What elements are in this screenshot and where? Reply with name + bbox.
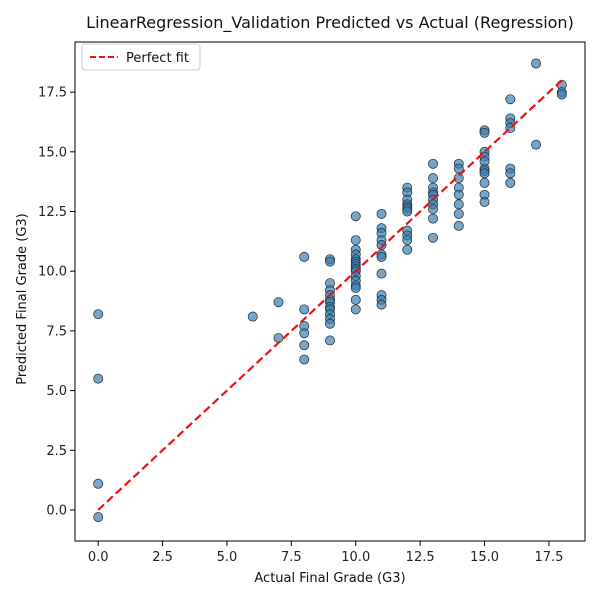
data-point — [505, 94, 516, 105]
chart-title: LinearRegression_Validation Predicted vs… — [86, 13, 574, 33]
data-point — [273, 297, 284, 308]
data-point — [93, 512, 104, 523]
data-point — [531, 139, 542, 150]
data-point — [402, 235, 413, 246]
data-point — [325, 318, 335, 329]
x-tick-label: 15.0 — [470, 550, 499, 565]
data-point — [299, 328, 310, 339]
x-tick-label: 10.0 — [341, 550, 370, 565]
x-tick-label: 2.5 — [152, 550, 173, 565]
plot-frame — [74, 41, 586, 542]
data-point — [453, 199, 464, 210]
data-point — [453, 220, 464, 231]
y-tick-label: 15.0 — [38, 145, 67, 160]
data-point — [93, 373, 104, 384]
data-point — [428, 232, 438, 243]
data-point — [350, 235, 361, 246]
data-point — [505, 177, 516, 188]
x-tick-label: 7.5 — [281, 550, 302, 565]
data-point — [247, 311, 258, 322]
x-tick-label: 17.5 — [534, 550, 563, 565]
data-point — [479, 168, 490, 179]
y-tick-label: 2.5 — [46, 444, 67, 459]
data-point — [299, 340, 310, 351]
data-point — [93, 309, 104, 320]
data-point — [428, 204, 438, 215]
x-tick-label: 12.5 — [406, 550, 435, 565]
data-point — [325, 335, 335, 346]
y-tick-label: 0.0 — [46, 503, 67, 518]
data-point — [350, 304, 361, 315]
y-tick-label: 12.5 — [38, 205, 67, 220]
legend: Perfect fit — [81, 43, 201, 71]
y-tick-label: 17.5 — [38, 86, 67, 101]
data-point — [428, 213, 438, 224]
y-axis-label: Predicted Final Grade (G3) — [15, 213, 30, 385]
legend-box — [81, 43, 201, 71]
y-tick-label: 5.0 — [46, 384, 67, 399]
x-axis-label: Actual Final Grade (G3) — [254, 571, 405, 586]
data-point — [299, 354, 310, 365]
data-point — [505, 168, 516, 179]
legend-label-perfect-fit: Perfect fit — [126, 51, 189, 66]
data-point — [273, 333, 284, 344]
data-point — [402, 244, 413, 255]
data-point — [376, 251, 387, 262]
data-point — [325, 256, 335, 267]
data-point — [376, 268, 387, 279]
data-point — [479, 127, 490, 138]
data-point — [453, 208, 464, 219]
y-tick-label: 7.5 — [46, 324, 67, 339]
perfect-fit-line — [97, 79, 563, 511]
x-tick-label: 0.0 — [88, 550, 109, 565]
data-point — [453, 163, 464, 174]
data-point — [299, 251, 310, 262]
data-point — [376, 299, 387, 310]
data-point — [402, 206, 413, 217]
plot-area: 0.0 2.5 5.0 7.5 10.0 12.5 15.0 17.5 0.0 2.5 5.0 7.5… — [38, 41, 586, 565]
data-point — [531, 58, 542, 69]
data-point — [350, 282, 361, 293]
data-point — [350, 211, 361, 222]
data-point — [93, 478, 104, 489]
data-point — [376, 239, 387, 250]
data-point — [376, 208, 387, 219]
data-point — [350, 294, 361, 305]
data-point — [556, 89, 567, 100]
data-point — [428, 158, 438, 169]
data-point — [428, 173, 438, 184]
data-point — [299, 304, 310, 315]
data-point — [453, 173, 464, 184]
data-point — [453, 189, 464, 200]
y-tick-label: 10.0 — [38, 265, 67, 280]
data-point — [479, 197, 490, 207]
x-tick-label: 5.0 — [217, 550, 238, 565]
data-point — [479, 177, 490, 188]
